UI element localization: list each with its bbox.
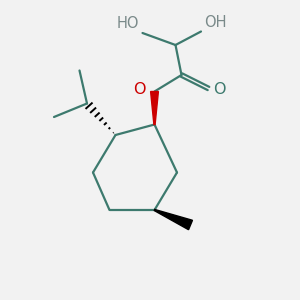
Text: OH: OH bbox=[205, 15, 227, 30]
Text: HO: HO bbox=[116, 16, 139, 32]
Text: O: O bbox=[213, 82, 226, 98]
Polygon shape bbox=[151, 92, 158, 124]
Polygon shape bbox=[154, 209, 193, 230]
Text: O: O bbox=[133, 82, 146, 98]
